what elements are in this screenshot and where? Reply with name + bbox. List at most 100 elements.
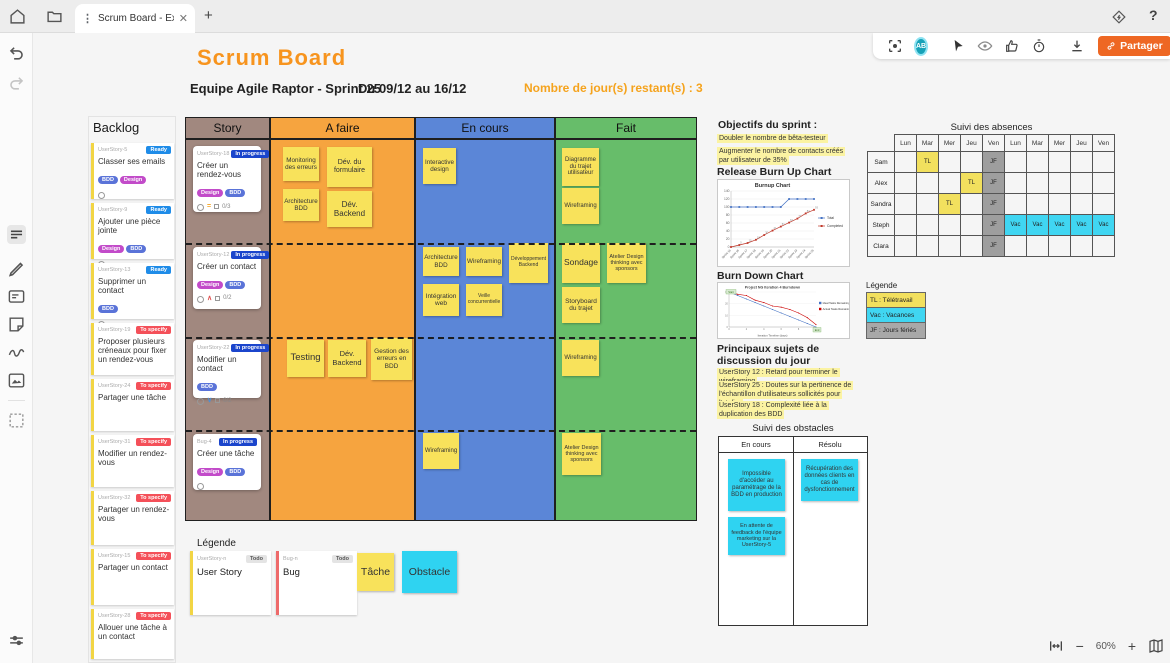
story-card[interactable]: UserStory-12 In progress Créer un contact… bbox=[193, 247, 270, 309]
absence-cell[interactable] bbox=[1004, 193, 1027, 215]
sticky-note[interactable]: Wireframing bbox=[562, 188, 599, 224]
zoom-level[interactable]: 60% bbox=[1095, 640, 1116, 652]
absence-cell[interactable]: TL bbox=[960, 172, 983, 194]
sticky-note[interactable]: Testing bbox=[287, 340, 324, 377]
story-card[interactable]: UserStory-18 In progress Créer un rendez-… bbox=[193, 146, 270, 212]
absence-cell[interactable] bbox=[938, 151, 961, 173]
scribble-tool-icon[interactable] bbox=[7, 343, 26, 362]
backlog-card[interactable]: UserStory-24 To specify Partager une tâch… bbox=[91, 379, 174, 431]
sticky-note[interactable]: Diagramme du trajet utilisateur bbox=[562, 148, 599, 186]
absence-cell[interactable]: Vac bbox=[1070, 214, 1093, 236]
eye-icon[interactable] bbox=[977, 38, 993, 54]
absence-cell[interactable] bbox=[1048, 172, 1071, 194]
fit-width-icon[interactable] bbox=[1048, 638, 1064, 654]
sticky-note[interactable]: Architecture BDD bbox=[283, 189, 319, 221]
story-card[interactable]: Bug-4 In progress Créer une tâche Design B… bbox=[193, 434, 261, 490]
absence-cell[interactable] bbox=[1048, 151, 1071, 173]
absence-cell[interactable] bbox=[1092, 193, 1115, 215]
absence-cell[interactable] bbox=[894, 172, 917, 194]
absence-cell[interactable] bbox=[1026, 193, 1049, 215]
sticky-note[interactable]: Storyboard du trajet bbox=[562, 287, 600, 323]
absence-cell[interactable] bbox=[960, 214, 983, 236]
sticky-note-tool-icon[interactable] bbox=[7, 315, 26, 334]
story-card[interactable]: UserStory-22 In progress Modifier un cont… bbox=[193, 340, 270, 406]
sticky-note[interactable]: Wireframing bbox=[466, 247, 502, 276]
zoom-out-icon[interactable]: − bbox=[1075, 638, 1084, 654]
help-icon[interactable]: ? bbox=[1149, 7, 1158, 23]
absence-cell[interactable]: TL bbox=[916, 151, 939, 173]
avatar[interactable]: AB bbox=[914, 36, 929, 56]
backlog-card[interactable]: UserStory-19 To specify Proposer plusieur… bbox=[91, 323, 174, 375]
backlog-card[interactable]: UserStory-9 Ready Ajouter une pièce joint… bbox=[91, 203, 174, 269]
sticky-note[interactable]: Intégration web bbox=[423, 284, 459, 316]
absence-cell[interactable] bbox=[938, 235, 961, 257]
absence-cell[interactable] bbox=[938, 214, 961, 236]
absence-cell[interactable] bbox=[916, 214, 939, 236]
backlog-card[interactable]: UserStory-5 Ready Classer ses emails BDD D… bbox=[91, 143, 174, 199]
sticky-note[interactable]: Gestion des erreurs en BDD bbox=[371, 338, 412, 380]
absence-cell[interactable] bbox=[916, 172, 939, 194]
absence-cell[interactable] bbox=[1070, 172, 1093, 194]
absence-cell[interactable]: JF bbox=[982, 172, 1005, 194]
sticky-note[interactable]: Atelier Design thinking avec sponsors bbox=[607, 243, 646, 283]
absence-cell[interactable] bbox=[1048, 235, 1071, 257]
sticky-note[interactable]: Sondage bbox=[562, 243, 600, 283]
sticky-note[interactable]: Dév. du formulaire bbox=[327, 147, 372, 187]
thumbs-up-icon[interactable] bbox=[1004, 38, 1020, 54]
sticky-note[interactable]: Interactive design bbox=[423, 148, 456, 184]
backlog-card[interactable]: UserStory-13 Ready Supprimer un contact B… bbox=[91, 263, 174, 329]
sticky-note[interactable]: Monitoring des erreurs bbox=[283, 147, 319, 181]
backlog-card[interactable]: UserStory-28 To specify Allouer une tâche… bbox=[91, 609, 174, 659]
sticky-note[interactable]: Wireframing bbox=[423, 433, 459, 469]
absence-cell[interactable] bbox=[894, 235, 917, 257]
absence-cell[interactable] bbox=[894, 214, 917, 236]
absence-cell[interactable] bbox=[1004, 172, 1027, 194]
image-tool-icon[interactable] bbox=[7, 371, 26, 390]
share-button[interactable]: Partager bbox=[1098, 36, 1170, 56]
absence-cell[interactable] bbox=[1070, 151, 1093, 173]
absence-cell[interactable]: JF bbox=[982, 151, 1005, 173]
frame-tool-icon[interactable] bbox=[7, 411, 26, 430]
absence-cell[interactable] bbox=[1070, 235, 1093, 257]
folder-icon[interactable] bbox=[46, 8, 63, 25]
settings-sliders-icon[interactable] bbox=[7, 631, 26, 650]
absence-cell[interactable]: Vac bbox=[1004, 214, 1027, 236]
backlog-card[interactable]: UserStory-15 To specify Partager un conta… bbox=[91, 549, 174, 605]
backlog-card[interactable]: UserStory-32 To specify Partager un rende… bbox=[91, 491, 174, 545]
cursor-icon[interactable] bbox=[950, 38, 966, 54]
absence-cell[interactable] bbox=[960, 193, 983, 215]
focus-mode-icon[interactable] bbox=[887, 38, 903, 54]
absence-cell[interactable] bbox=[1026, 235, 1049, 257]
absence-cell[interactable] bbox=[1092, 151, 1115, 173]
absence-cell[interactable]: Vac bbox=[1026, 214, 1049, 236]
new-tab-icon[interactable]: + bbox=[204, 7, 213, 24]
absence-cell[interactable] bbox=[1070, 193, 1093, 215]
zoom-in-icon[interactable]: + bbox=[1127, 638, 1136, 654]
card-tool-icon[interactable] bbox=[7, 287, 26, 306]
minimap-icon[interactable] bbox=[1148, 638, 1164, 654]
absence-cell[interactable] bbox=[916, 235, 939, 257]
absence-cell[interactable] bbox=[1004, 151, 1027, 173]
absence-cell[interactable] bbox=[916, 193, 939, 215]
export-icon[interactable] bbox=[1069, 38, 1085, 54]
absence-cell[interactable] bbox=[1048, 193, 1071, 215]
sticky-note[interactable]: Développement Backend bbox=[509, 243, 548, 283]
tab-menu-icon[interactable]: ⋮ bbox=[82, 13, 93, 25]
sticky-note[interactable]: Dév. Backend bbox=[327, 191, 372, 227]
obstacle-sticky[interactable]: Impossible d'accéder au paramétrage de l… bbox=[728, 459, 785, 511]
undo-icon[interactable] bbox=[7, 43, 26, 62]
home-icon[interactable] bbox=[9, 8, 26, 25]
board-tab[interactable]: ⋮ Scrum Board - Ex... ✕ bbox=[75, 4, 195, 33]
redo-icon[interactable] bbox=[7, 73, 26, 92]
shortcuts-icon[interactable] bbox=[1110, 8, 1128, 26]
sticky-note[interactable]: Atelier Design thinking avec sponsors bbox=[562, 433, 601, 475]
sticky-note[interactable]: Dév. Backend bbox=[328, 340, 366, 377]
absence-cell[interactable]: JF bbox=[982, 214, 1005, 236]
sticky-note[interactable]: Wireframing bbox=[562, 340, 599, 376]
backlog-card[interactable]: UserStory-31 To specify Modifier un rende… bbox=[91, 435, 174, 487]
absence-cell[interactable] bbox=[960, 151, 983, 173]
obstacle-sticky[interactable]: Récupération des données clients en cas … bbox=[801, 459, 858, 501]
absence-cell[interactable]: Vac bbox=[1092, 214, 1115, 236]
absence-cell[interactable] bbox=[960, 235, 983, 257]
burndown-chart[interactable]: Project NG Iteration 4 Burndown010203002… bbox=[717, 282, 850, 339]
